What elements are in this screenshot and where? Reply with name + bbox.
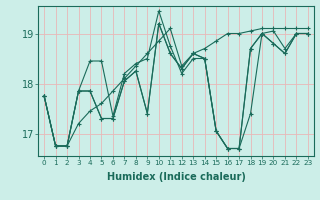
X-axis label: Humidex (Indice chaleur): Humidex (Indice chaleur) [107,172,245,182]
